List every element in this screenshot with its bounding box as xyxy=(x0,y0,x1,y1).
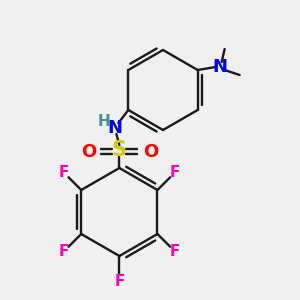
Text: H: H xyxy=(98,113,111,128)
Text: O: O xyxy=(81,143,96,161)
Text: N: N xyxy=(108,119,123,137)
Text: S: S xyxy=(112,140,127,160)
Text: F: F xyxy=(58,244,69,259)
Text: F: F xyxy=(114,274,124,289)
Text: F: F xyxy=(170,165,180,180)
Text: O: O xyxy=(143,143,158,161)
Text: F: F xyxy=(58,165,69,180)
Text: N: N xyxy=(212,58,227,76)
Text: F: F xyxy=(170,244,180,259)
